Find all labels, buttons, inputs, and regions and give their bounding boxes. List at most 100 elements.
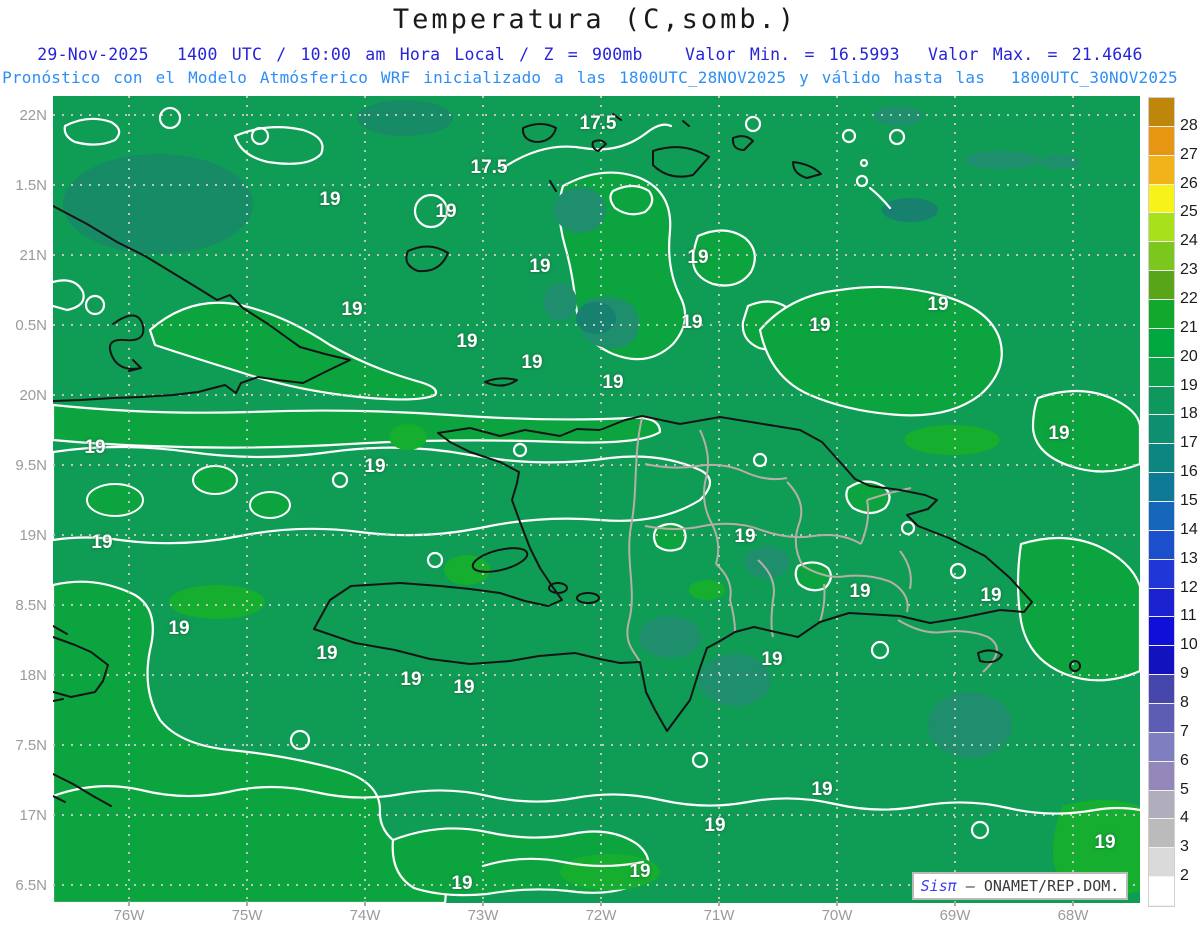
colorbar-swatch	[1149, 675, 1174, 705]
colorbar-swatch	[1149, 473, 1174, 503]
contour-label: 19	[453, 677, 475, 698]
contour-label: 19	[1094, 832, 1116, 853]
colorbar-swatch	[1149, 386, 1174, 416]
lat-label: 7.5N	[15, 737, 47, 754]
contour-label: 19	[734, 526, 756, 547]
contour-label: 19	[456, 331, 478, 352]
colorbar-label: 16	[1180, 463, 1198, 481]
colorbar-swatch	[1149, 848, 1174, 878]
colorbar-swatch	[1149, 328, 1174, 358]
colorbar-label: 4	[1180, 809, 1189, 827]
colorbar-label: 25	[1180, 203, 1198, 221]
colorbar-swatch	[1149, 213, 1174, 243]
contour-label: 19	[319, 189, 341, 210]
colorbar-label: 22	[1180, 290, 1198, 307]
contour-label: 19	[602, 372, 624, 393]
contour-label: 19	[91, 532, 113, 553]
colorbar-swatch	[1149, 559, 1174, 589]
colorbar-label: 21	[1180, 318, 1198, 336]
lon-label: 73W	[467, 907, 499, 924]
lon-label: 75W	[231, 907, 263, 924]
colorbar-label: 3	[1180, 838, 1189, 856]
colorbar-label: 8	[1180, 694, 1189, 711]
colorbar-label: 9	[1180, 665, 1189, 683]
temperature-colorbar	[1148, 97, 1175, 907]
lon-label: 71W	[703, 907, 735, 924]
colorbar-label: 6	[1180, 751, 1189, 769]
contour-label: 19	[341, 299, 363, 320]
sispi-logo: Sisπ	[920, 877, 957, 895]
lat-label: 9.5N	[15, 457, 47, 474]
lon-tick	[128, 901, 130, 906]
contour-label: 19	[316, 643, 338, 664]
colorbar-swatch	[1149, 184, 1174, 214]
colorbar-swatch	[1149, 877, 1174, 907]
contour-label: 19	[364, 456, 386, 477]
contour-label: 19	[521, 352, 543, 373]
contour-label: 19	[704, 815, 726, 836]
colorbar-swatch	[1149, 646, 1174, 676]
colorbar-label: 18	[1180, 405, 1198, 423]
contour-label: 19	[84, 437, 106, 458]
colorbar-label: 10	[1180, 636, 1198, 654]
lon-tick	[246, 901, 248, 906]
lon-tick	[482, 901, 484, 906]
colorbar-label: 13	[1180, 549, 1198, 567]
colorbar-swatch	[1149, 98, 1174, 127]
contour-label: 19	[529, 256, 551, 277]
map-canvas	[53, 96, 1140, 903]
lon-tick	[954, 901, 956, 906]
lat-label: 1.5N	[15, 177, 47, 194]
contour-label: 19	[629, 861, 651, 882]
admin-boundaries	[626, 417, 998, 673]
colorbar-swatch	[1149, 530, 1174, 560]
colorbar-swatch	[1149, 732, 1174, 762]
contour-label: 17.5	[470, 157, 508, 178]
colorbar-swatch	[1149, 761, 1174, 791]
colorbar-swatch	[1149, 242, 1174, 272]
colorbar-label: 15	[1180, 492, 1198, 509]
lon-label: 72W	[585, 907, 617, 924]
colorbar-swatch	[1149, 357, 1174, 387]
contour-lines	[53, 106, 1140, 868]
page-title: Temperatura (C,somb.)	[392, 4, 798, 35]
lon-label: 76W	[113, 907, 145, 924]
contour-label: 19	[809, 315, 831, 336]
colorbar-label: 2	[1180, 867, 1189, 885]
lon-tick	[364, 901, 366, 906]
colorbar-swatch	[1149, 790, 1174, 820]
contour-label: 19	[687, 247, 709, 268]
contour-label: 19	[400, 669, 422, 690]
colorbar-swatch	[1149, 300, 1174, 329]
contour-label: 19	[761, 649, 783, 670]
colorbar-label: 14	[1180, 520, 1198, 538]
colorbar-swatch	[1149, 819, 1174, 849]
contour-label: 19	[980, 585, 1002, 606]
lat-label: 6.5N	[15, 877, 47, 894]
colorbar-label: 12	[1180, 578, 1198, 596]
sispi-onamet-badge: Sisπ – ONAMET/REP.DOM.	[912, 872, 1128, 900]
lat-label: 19N	[19, 527, 47, 544]
contour-label: 19	[1048, 423, 1070, 444]
colorbar-label: 7	[1180, 722, 1189, 740]
colorbar-swatch	[1149, 588, 1174, 618]
colorbar-swatch	[1149, 704, 1174, 733]
model-init-line: Pronóstico con el Modelo Atmósferico WRF…	[2, 68, 1178, 87]
colorbar-swatch	[1149, 444, 1174, 474]
colorbar-label: 17	[1180, 434, 1198, 452]
lon-label: 70W	[821, 907, 853, 924]
contour-label: 19	[681, 312, 703, 333]
valid-time-line: 29-Nov-2025 1400 UTC / 10:00 am Hora Loc…	[37, 45, 1143, 64]
lat-label: 22N	[19, 107, 47, 124]
lat-label: 17N	[19, 807, 47, 824]
colorbar-label: 26	[1180, 174, 1198, 192]
colorbar-swatch	[1149, 617, 1174, 647]
colorbar-label: 24	[1180, 232, 1198, 250]
colorbar-label: 19	[1180, 376, 1198, 394]
contour-label: 19	[451, 873, 473, 894]
temperature-shading	[53, 96, 1140, 903]
lon-tick	[836, 901, 838, 906]
lat-label: 20N	[19, 387, 47, 404]
contour-label: 17.5	[579, 113, 617, 134]
lon-label: 69W	[939, 907, 971, 924]
